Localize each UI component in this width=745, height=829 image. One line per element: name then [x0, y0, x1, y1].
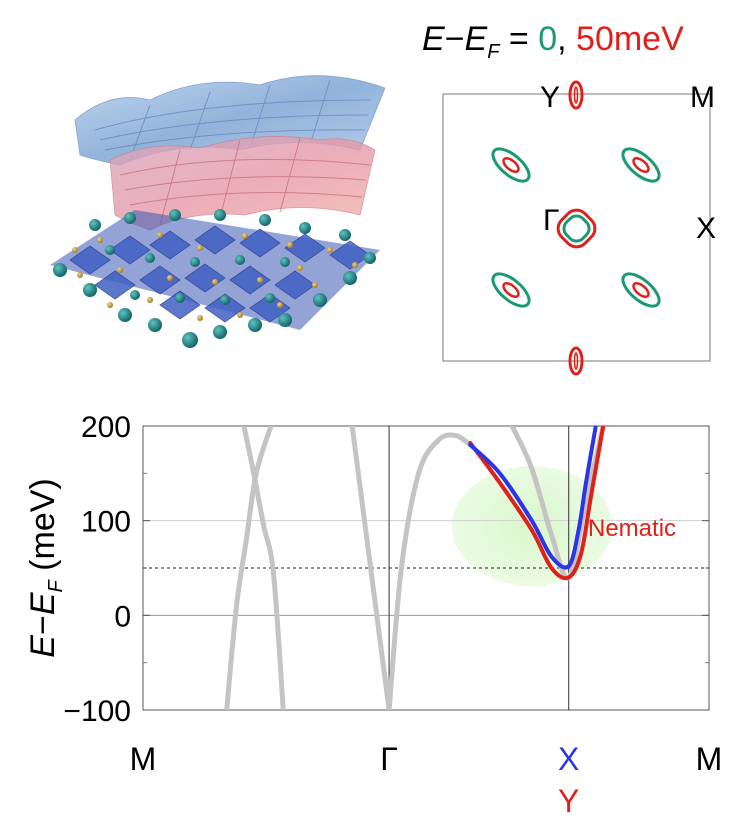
band-line-gray	[241, 426, 286, 710]
ylabel-unit: (meV)	[24, 478, 62, 580]
fs-title-F: F	[487, 41, 501, 63]
band-line-gray	[349, 426, 392, 710]
y-axis-label: E−EF (meV)	[24, 478, 67, 657]
pocket-red-lr	[632, 282, 650, 298]
ylabel-E: E	[24, 635, 62, 658]
pocket-red-y-bottom	[568, 346, 584, 376]
y-tick-labels: −100 0 100 200	[63, 411, 131, 728]
pocket-green-ll	[491, 272, 531, 308]
ylabel-minus: −	[24, 615, 62, 635]
fs-label-m: M	[690, 81, 715, 114]
fs-title-zero: 0	[538, 20, 557, 58]
gold-atoms	[72, 232, 358, 321]
pocket-red-y-top-inner	[573, 86, 579, 104]
nematic-annotation: Nematic	[588, 515, 676, 542]
fs-title-E: E	[422, 20, 445, 58]
pocket-red-gamma	[556, 208, 597, 249]
ylabel-F: F	[45, 578, 67, 592]
ylabel-EF: E	[24, 592, 62, 615]
teal-atoms	[53, 209, 376, 348]
fs-label-y: Y	[540, 81, 560, 114]
fs-title-EF: E	[465, 20, 488, 58]
x-tick-label: M	[130, 741, 157, 777]
fs-title-eq: =	[499, 20, 538, 58]
fermi-surface-panel: E−EF = 0, 50meV Y M Γ X	[422, 20, 716, 376]
crystal-structure-illustration	[50, 75, 386, 348]
fs-title-comma: ,	[557, 20, 576, 58]
x-tick-label: Γ	[380, 741, 398, 777]
band-series	[224, 426, 606, 710]
fs-title: E−EF = 0, 50meV	[422, 20, 684, 63]
x-tick-label: X	[558, 741, 579, 777]
pocket-red-ll	[502, 282, 520, 298]
pocket-red-y-bottom-inner	[573, 352, 579, 370]
pocket-green-gamma	[562, 214, 591, 243]
y-tick-label: 0	[114, 600, 131, 633]
x-tick-label-secondary: Y	[558, 783, 579, 819]
y-tick-label: 100	[81, 506, 131, 539]
pocket-red-y-top	[568, 80, 584, 110]
fermi-pockets	[491, 80, 661, 376]
lattice-diamonds	[69, 225, 371, 323]
pocket-green-lr	[621, 272, 661, 308]
pocket-green-ur	[621, 147, 661, 183]
pocket-red-ul	[502, 157, 520, 173]
pocket-red-ur	[632, 157, 650, 173]
y-tick-label: −100	[63, 695, 131, 728]
band-line-gray	[224, 426, 274, 710]
pocket-green-ul	[491, 147, 531, 183]
brillouin-zone-box	[442, 93, 711, 362]
x-tick-labels: M Γ XY M	[130, 741, 723, 819]
fs-title-fifty: 50meV	[576, 20, 684, 58]
fs-title-minus: −	[445, 20, 465, 58]
band-line-x	[468, 426, 598, 570]
x-tick-label: M	[696, 741, 723, 777]
band-line-gray	[386, 432, 473, 710]
fs-label-gamma: Γ	[543, 204, 560, 237]
fs-label-x: X	[696, 212, 716, 245]
band-line-y	[468, 426, 606, 581]
y-tick-label: 200	[81, 411, 131, 444]
